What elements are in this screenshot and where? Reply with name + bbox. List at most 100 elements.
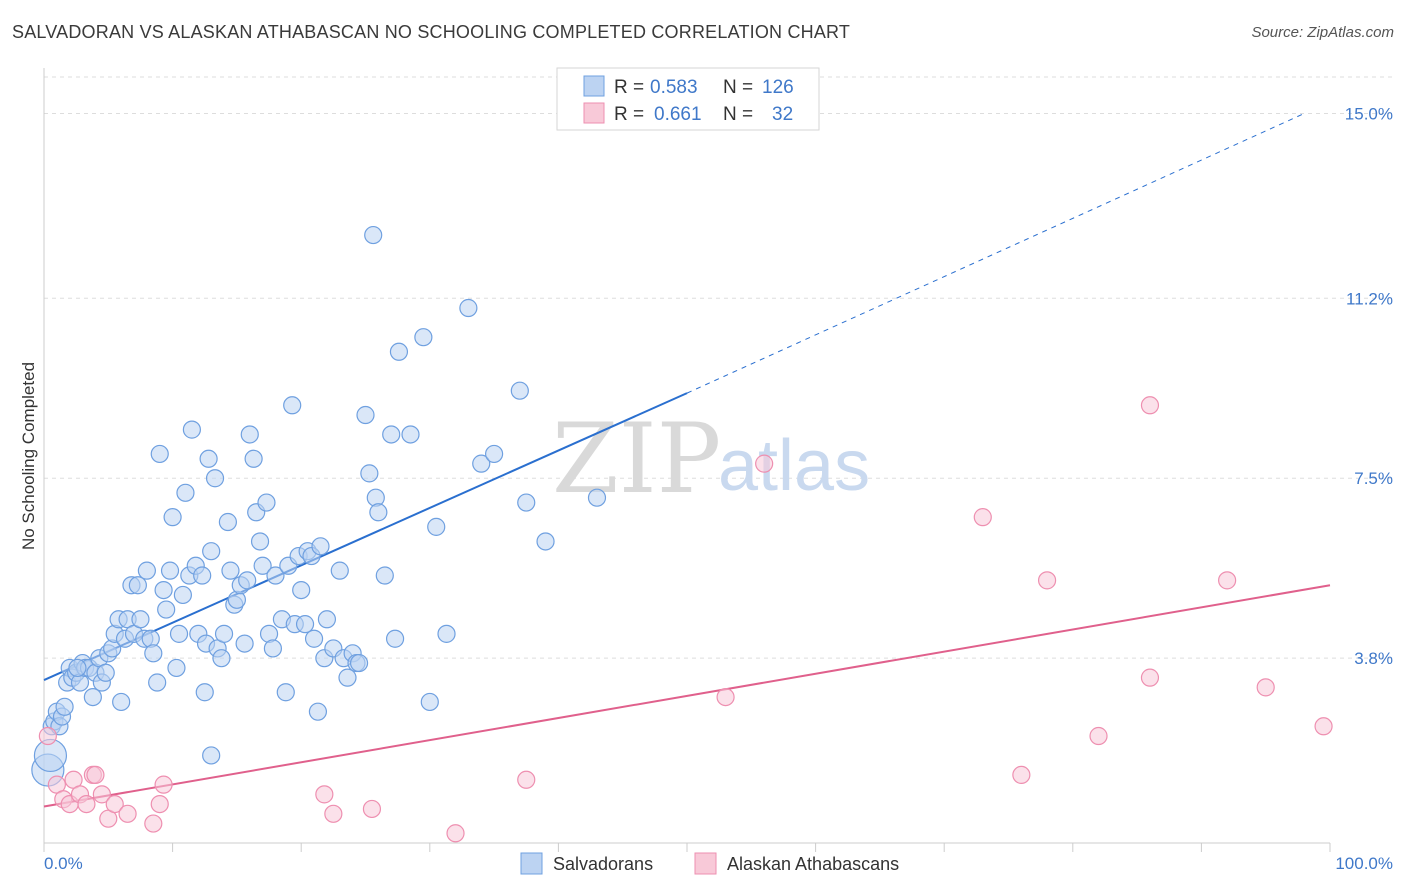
bottom-legend-swatch-salvadorans (520, 852, 543, 875)
data-point-blue (437, 624, 456, 643)
data-point-blue (517, 493, 536, 512)
data-point-blue (364, 225, 383, 245)
data-point-pink (144, 814, 163, 833)
x-tick-label-min: 0.0% (44, 854, 83, 873)
data-point-blue (427, 517, 446, 536)
data-point-blue (510, 381, 529, 400)
data-point-blue (144, 644, 163, 663)
data-point-pink (755, 454, 774, 473)
data-point-blue (148, 673, 167, 692)
data-point-blue (250, 532, 270, 551)
data-point-pink (38, 726, 57, 746)
data-point-blue (173, 585, 192, 605)
legend-r-value-1: 0.583 (650, 77, 698, 98)
data-point-pink (517, 770, 536, 789)
data-point-blue (169, 624, 189, 643)
data-point-blue (202, 542, 221, 561)
data-point-blue (214, 624, 234, 643)
data-point-blue (292, 580, 311, 600)
data-point-blue (485, 444, 504, 464)
data-point-blue (401, 425, 420, 444)
data-point-blue (375, 566, 394, 585)
data-point-blue (202, 746, 221, 765)
legend: R = 0.583 N = 126 R = 0.661 N = 32 (556, 67, 820, 131)
data-point-blue (163, 508, 182, 527)
data-point-blue (283, 396, 302, 415)
data-point-blue (160, 561, 180, 580)
trend-line-pink (43, 584, 1331, 808)
data-point-pink (1256, 678, 1275, 697)
data-point-blue (308, 702, 328, 721)
data-point-blue (266, 566, 285, 585)
legend-swatch-alaskan-athabascans (583, 102, 605, 124)
data-point-pink (77, 794, 96, 814)
legend-r-value-2: 0.661 (654, 104, 702, 125)
grid (44, 76, 1393, 659)
legend-r-label-2: R = (614, 104, 644, 125)
data-point-blue (167, 658, 186, 678)
data-point-blue (193, 566, 212, 585)
data-point-blue (154, 580, 173, 600)
legend-n-value-2: 32 (772, 104, 793, 125)
legend-r-label-1: R = (614, 77, 644, 98)
data-point-blue (420, 692, 439, 712)
data-point-blue (137, 561, 156, 580)
data-point-blue (218, 512, 237, 532)
legend-n-value-1: 126 (762, 77, 794, 98)
data-point-blue (238, 571, 257, 590)
y-tick-label: 11.2% (1346, 289, 1393, 308)
data-point-pink (362, 799, 382, 819)
data-point-pink (105, 794, 124, 814)
data-point-blue (131, 610, 150, 629)
data-point-blue (338, 668, 357, 687)
data-point-blue (414, 328, 433, 347)
data-point-blue (304, 629, 324, 648)
x-tick-label-max: 100.0% (1335, 854, 1393, 873)
bottom-legend: Salvadorans Alaskan Athabascans (520, 852, 899, 875)
data-point-blue (360, 464, 379, 483)
data-point-blue (182, 420, 201, 439)
data-point-pink (1089, 726, 1108, 746)
data-point-blue (212, 649, 231, 668)
data-point-pink (1218, 571, 1237, 590)
data-point-blue (263, 639, 283, 658)
data-point-blue (389, 342, 409, 361)
data-point-blue (459, 298, 478, 318)
data-point-blue (385, 629, 405, 648)
data-point-pink (1140, 668, 1160, 687)
data-point-blue (157, 600, 176, 619)
data-point-blue (356, 405, 375, 425)
data-point-blue (349, 653, 369, 673)
data-point-pink (1140, 396, 1160, 415)
legend-n-label-1: N = (723, 77, 753, 98)
data-point-blue (311, 537, 330, 556)
data-point-pink (150, 794, 169, 814)
trend-line-extension-blue (686, 113, 1305, 394)
watermark-atlas: atlas (718, 426, 870, 506)
data-point-blue (150, 444, 169, 464)
axes (43, 68, 1331, 852)
data-point-blue (536, 532, 555, 551)
data-point-blue (240, 425, 259, 444)
data-point-pink (118, 804, 137, 823)
data-point-blue (317, 610, 337, 629)
data-point-pink (86, 765, 105, 785)
y-tick-label: 7.5% (1354, 469, 1393, 488)
watermark: ZIP atlas (552, 403, 870, 515)
data-point-blue (330, 561, 349, 580)
data-point-blue (199, 449, 218, 468)
data-point-blue (295, 615, 315, 634)
data-point-pink (315, 785, 334, 804)
data-point-blue (68, 658, 87, 678)
data-point-blue (472, 454, 491, 473)
data-point-pink (324, 804, 343, 823)
chart-title: SALVADORAN VS ALASKAN ATHABASCAN NO SCHO… (12, 22, 851, 42)
legend-swatch-salvadorans (583, 75, 605, 97)
bottom-legend-swatch-alaskan-athabascans (694, 852, 717, 875)
y-tick-label: 3.8% (1354, 649, 1393, 668)
legend-n-label-2: N = (723, 104, 753, 125)
data-point-blue (276, 683, 295, 702)
data-point-pink (92, 785, 111, 804)
y-axis-label: No Schooling Completed (19, 362, 38, 550)
